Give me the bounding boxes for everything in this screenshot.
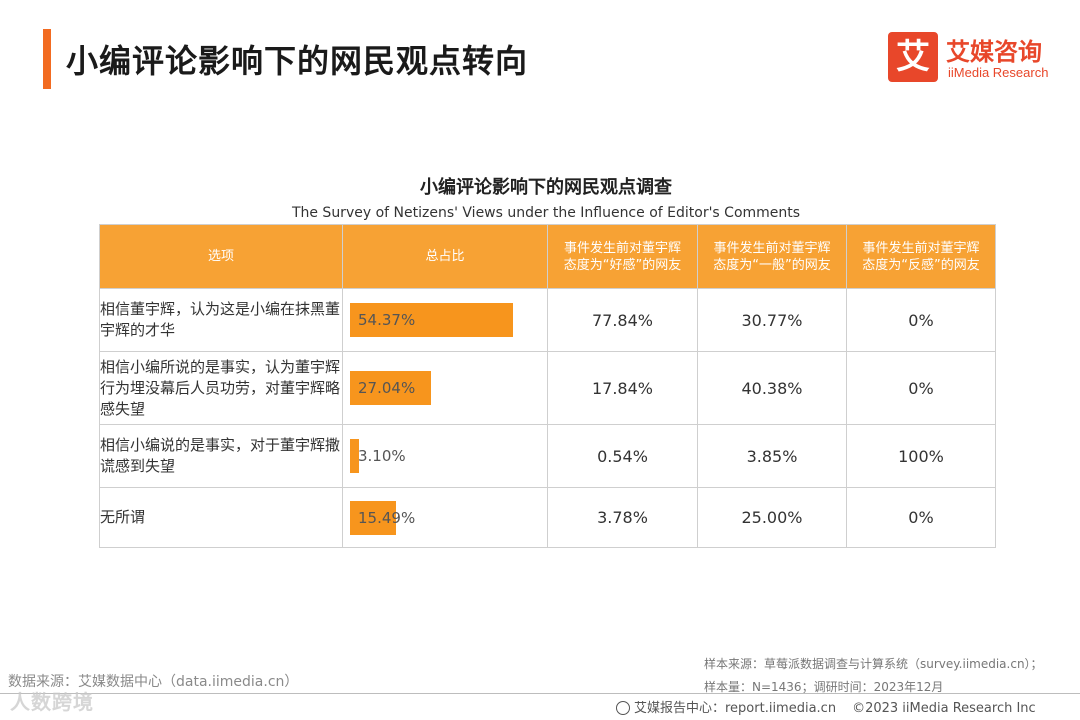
- watermark-text: 人数跨境: [10, 690, 94, 714]
- logo-english-name: iiMedia Research: [948, 65, 1049, 80]
- positive-value-cell: 0.54%: [547, 424, 698, 488]
- table-header-row: 选项 总占比 事件发生前对董宇辉态度为“好感”的网友 事件发生前对董宇辉态度为“…: [99, 224, 996, 289]
- negative-value-cell: 100%: [846, 424, 996, 488]
- positive-value-cell: 3.78%: [547, 487, 698, 548]
- total-share-label: 3.10%: [358, 447, 406, 465]
- survey-table: 选项 总占比 事件发生前对董宇辉态度为“好感”的网友 事件发生前对董宇辉态度为“…: [99, 224, 996, 548]
- table-row: 相信小编所说的是事实，认为董宇辉行为埋没幕后人员功劳，对董宇辉略感失望 27.0…: [99, 351, 996, 425]
- logo-mark-icon: 艾: [888, 32, 938, 82]
- column-header-option: 选项: [99, 224, 343, 289]
- negative-value-cell: 0%: [846, 288, 996, 352]
- neutral-value-cell: 40.38%: [697, 351, 847, 425]
- neutral-value-cell: 30.77%: [697, 288, 847, 352]
- total-share-cell: 54.37%: [342, 288, 548, 352]
- total-share-cell: 3.10%: [342, 424, 548, 488]
- iimedia-logo[interactable]: 艾 艾媒咨询 iiMedia Research: [888, 32, 1060, 84]
- total-share-label: 15.49%: [358, 508, 416, 527]
- total-share-cell: 15.49%: [342, 487, 548, 548]
- logo-chinese-name: 艾媒咨询: [946, 38, 1042, 66]
- chart-subtitle: The Survey of Netizens' Views under the …: [291, 205, 801, 221]
- option-cell: 相信小编说的是事实，对于董宇辉撒谎感到失望: [99, 424, 343, 488]
- total-share-bar: [350, 303, 514, 337]
- column-header-neutral: 事件发生前对董宇辉态度为“一般”的网友: [697, 224, 847, 289]
- sample-size-note: 样本量：N=1436；调研时间：2023年12月: [704, 680, 944, 694]
- footer-report-center: 艾媒报告中心：report.iimedia.cn ©2023 iiMedia Re…: [616, 697, 1036, 716]
- column-header-negative: 事件发生前对董宇辉态度为“反感”的网友: [846, 224, 996, 289]
- data-source-note: 数据来源：艾媒数据中心（data.iimedia.cn）: [8, 674, 299, 690]
- table-row: 相信董宇辉，认为这是小编在抹黑董宇辉的才华 54.37% 77.84% 30.7…: [99, 288, 996, 352]
- chart-title: 小编评论影响下的网民观点调查: [420, 177, 672, 198]
- total-share-label: 27.04%: [358, 379, 416, 397]
- page-title: 小编评论影响下的网民观点转向: [66, 42, 529, 80]
- neutral-value-cell: 25.00%: [697, 487, 847, 548]
- title-accent-bar: [43, 29, 51, 89]
- copyright-text: ©2023 iiMedia Research Inc: [852, 701, 1036, 716]
- positive-value-cell: 17.84%: [547, 351, 698, 425]
- column-header-positive: 事件发生前对董宇辉态度为“好感”的网友: [547, 224, 698, 289]
- table-row: 相信小编说的是事实，对于董宇辉撒谎感到失望 3.10% 0.54% 3.85% …: [99, 424, 996, 488]
- option-cell: 相信小编所说的是事实，认为董宇辉行为埋没幕后人员功劳，对董宇辉略感失望: [99, 351, 343, 425]
- table-row: 无所谓 15.49% 3.78% 25.00% 0%: [99, 487, 996, 548]
- report-center-link[interactable]: 艾媒报告中心：report.iimedia.cn: [634, 701, 837, 716]
- total-share-cell: 27.04%: [342, 351, 548, 425]
- total-share-bar: [350, 500, 397, 535]
- option-cell: 无所谓: [99, 487, 343, 548]
- footer-divider: [0, 693, 1080, 694]
- positive-value-cell: 77.84%: [547, 288, 698, 352]
- total-share-bar: [350, 439, 360, 473]
- sample-source-note: 样本来源：草莓派数据调查与计算系统（survey.iimedia.cn）；: [704, 657, 1043, 671]
- negative-value-cell: 0%: [846, 487, 996, 548]
- neutral-value-cell: 3.85%: [697, 424, 847, 488]
- globe-icon: [616, 701, 630, 715]
- total-share-label: 54.37%: [358, 311, 416, 329]
- negative-value-cell: 0%: [846, 351, 996, 425]
- column-header-total: 总占比: [342, 224, 548, 289]
- total-share-bar: [350, 371, 432, 405]
- option-cell: 相信董宇辉，认为这是小编在抹黑董宇辉的才华: [99, 288, 343, 352]
